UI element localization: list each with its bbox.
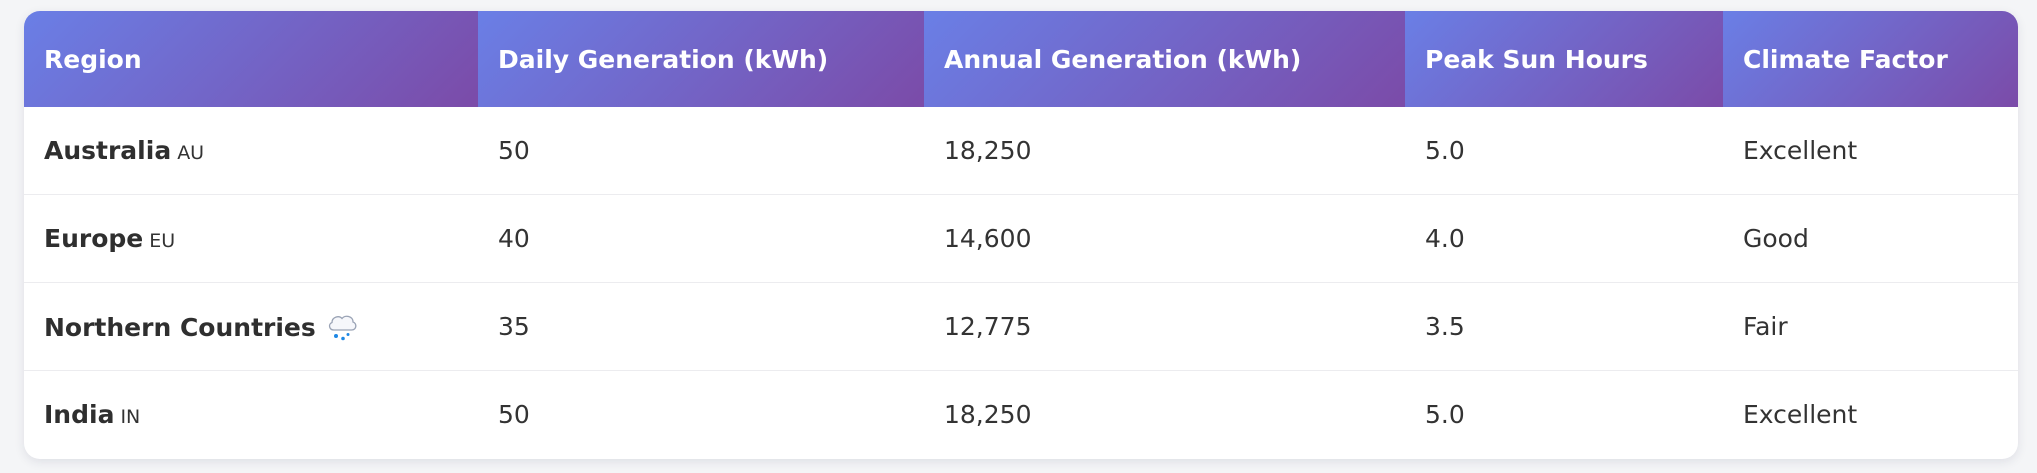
- region-name: Australia: [44, 136, 172, 165]
- cell-region: India IN: [24, 370, 478, 458]
- cell-annual-generation: 14,600: [924, 194, 1405, 283]
- table-row: Australia AU 50 18,250 5.0 Excellent: [24, 107, 2018, 195]
- solar-generation-table: Region Daily Generation (kWh) Annual Gen…: [24, 11, 2018, 458]
- cell-daily-generation: 40: [478, 194, 924, 283]
- cell-peak-sun-hours: 4.0: [1405, 194, 1723, 283]
- cell-climate-factor: Excellent: [1743, 136, 1858, 165]
- solar-generation-table-card: Region Daily Generation (kWh) Annual Gen…: [24, 11, 2018, 459]
- cell-annual-generation: 12,775: [924, 282, 1405, 371]
- cell-climate-factor: Good: [1723, 194, 2018, 283]
- region-name: Northern Countries: [44, 312, 316, 342]
- table-header-row: Region Daily Generation (kWh) Annual Gen…: [24, 11, 2018, 107]
- cell-daily-generation: 35: [478, 282, 924, 371]
- header-annual-generation[interactable]: Annual Generation (kWh): [924, 11, 1405, 107]
- region-name: India: [44, 400, 115, 429]
- cell-peak-sun-hours: 3.5: [1405, 282, 1723, 371]
- cell-peak-sun-hours: 5.0: [1405, 370, 1723, 458]
- region-code: AU: [177, 142, 205, 164]
- header-peak-sun-hours[interactable]: Peak Sun Hours: [1405, 11, 1723, 107]
- header-climate-factor[interactable]: Climate Factor: [1723, 11, 2018, 107]
- cell-region: Europe EU: [24, 194, 478, 283]
- region-code: EU: [149, 230, 176, 252]
- region-code: IN: [120, 406, 141, 428]
- cell-annual-generation: 18,250: [944, 136, 1032, 165]
- cell-peak-sun-hours: 5.0: [1425, 136, 1465, 165]
- cell-daily-generation: 50: [478, 370, 924, 458]
- cell-climate-factor: Fair: [1723, 282, 2018, 371]
- table-row: Europe EU 40 14,600 4.0 Good: [24, 194, 2018, 283]
- cell-region: Australia AU: [24, 107, 478, 195]
- cell-region: Northern Countries: [24, 282, 478, 371]
- cell-annual-generation: 18,250: [924, 370, 1405, 458]
- table-row: India IN 50 18,250 5.0 Excellent: [24, 370, 2018, 458]
- header-region[interactable]: Region: [24, 11, 478, 107]
- region-name: Europe: [44, 224, 144, 253]
- header-daily-generation[interactable]: Daily Generation (kWh): [478, 11, 924, 107]
- cloud-rain-icon: [326, 312, 358, 342]
- table-row: Northern Countries 35 12,775 3.5 Fair: [24, 282, 2018, 371]
- cell-climate-factor: Excellent: [1723, 370, 2018, 458]
- cell-daily-generation: 50: [498, 136, 530, 165]
